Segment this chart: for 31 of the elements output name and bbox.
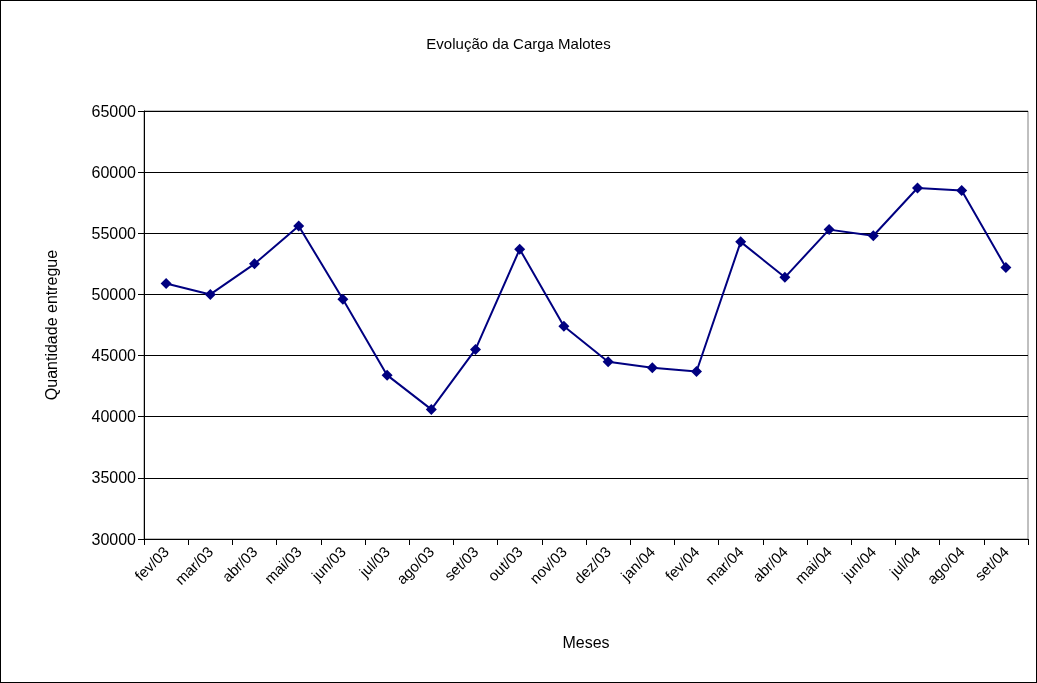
point [381, 369, 393, 381]
point [204, 288, 216, 300]
point [1000, 262, 1012, 274]
point [867, 230, 879, 242]
point [337, 293, 349, 305]
x-axis-title: Meses [562, 633, 610, 651]
point [514, 243, 526, 255]
y-tick-label: 55000 [91, 224, 137, 242]
y-tick-label: 50000 [91, 285, 137, 303]
chart-title: Evolução da Carga Malotes [426, 35, 611, 52]
point [956, 184, 968, 196]
y-tick-label: 45000 [91, 347, 137, 365]
point [160, 277, 172, 289]
point [293, 220, 305, 232]
y-tick-label: 65000 [91, 102, 137, 120]
point [823, 224, 835, 236]
point [912, 182, 923, 194]
point [558, 320, 570, 332]
y-tick-label: 40000 [91, 408, 137, 426]
point [691, 365, 702, 377]
point [779, 271, 791, 283]
point [249, 258, 260, 270]
point [602, 356, 614, 368]
point [425, 403, 437, 415]
y-tick-label: 35000 [91, 469, 137, 487]
point [646, 362, 658, 374]
y-tick-label: 60000 [91, 163, 137, 181]
point [470, 343, 481, 355]
y-tick-label: 30000 [91, 530, 137, 548]
point [735, 236, 747, 248]
y-axis-title: Quantidade entregue [42, 249, 60, 401]
